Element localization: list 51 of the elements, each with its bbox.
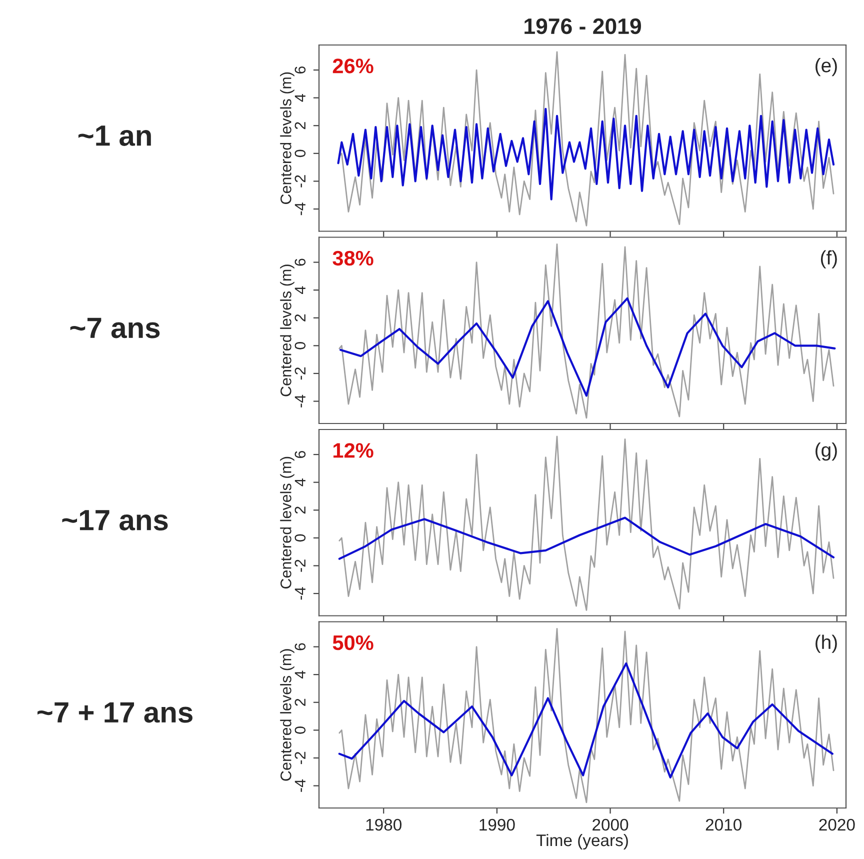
y-tick-label: 6 bbox=[294, 450, 306, 458]
line-series bbox=[337, 108, 835, 200]
annotation: (h) bbox=[816, 634, 837, 653]
y-tick-label: 4 bbox=[294, 670, 306, 678]
annotation: (e) bbox=[816, 58, 837, 76]
y-tick-label: 2 bbox=[294, 314, 306, 322]
chart-title: 1976 - 2019 bbox=[524, 18, 641, 34]
x-tick-label: 2000 bbox=[592, 818, 628, 831]
x-tick-label: 1980 bbox=[366, 818, 402, 831]
annotation: 38% bbox=[332, 250, 374, 266]
annotation: (f) bbox=[820, 250, 837, 268]
y-tick-label: -2 bbox=[294, 175, 306, 188]
y-tick-label: 6 bbox=[294, 643, 306, 650]
x-tick-label: 2010 bbox=[706, 818, 742, 831]
y-axis-title: Centered levels (m) bbox=[280, 72, 294, 204]
y-tick-label: 4 bbox=[294, 286, 306, 294]
annotation: 50% bbox=[332, 635, 374, 650]
y-tick-label: 2 bbox=[294, 506, 306, 514]
y-tick-label: 2 bbox=[294, 698, 306, 706]
line-series bbox=[338, 662, 834, 778]
y-tick-label: -4 bbox=[294, 394, 306, 408]
y-tick-label: 2 bbox=[294, 122, 306, 130]
x-tick-label: 2020 bbox=[819, 818, 855, 831]
y-tick-label: 4 bbox=[294, 94, 306, 102]
y-tick-label: 6 bbox=[294, 66, 306, 74]
annotation: 12% bbox=[333, 443, 374, 458]
x-axis-title: Time (years) bbox=[536, 834, 628, 850]
annotation: (g) bbox=[816, 442, 837, 461]
text: ~7 ans bbox=[70, 318, 160, 338]
line-series bbox=[339, 297, 836, 397]
y-axis-title: Centered levels (m) bbox=[280, 456, 294, 588]
y-tick-label: 0 bbox=[294, 534, 306, 542]
y-tick-label: -2 bbox=[294, 560, 306, 572]
y-tick-label: 4 bbox=[294, 478, 306, 486]
y-axis-title: Centered levels (m) bbox=[280, 649, 294, 781]
y-tick-label: 0 bbox=[294, 150, 306, 158]
y-tick-label: -4 bbox=[294, 779, 306, 792]
y-tick-label: -4 bbox=[294, 587, 306, 600]
y-tick-label: -2 bbox=[294, 367, 306, 380]
y-tick-label: 6 bbox=[294, 258, 306, 266]
y-tick-label: -4 bbox=[294, 202, 306, 216]
text: ~17 ans bbox=[62, 510, 168, 530]
annotation: 26% bbox=[332, 58, 374, 74]
y-tick-label: -2 bbox=[294, 752, 306, 764]
y-tick-label: 0 bbox=[294, 342, 306, 350]
text: ~1 an bbox=[78, 126, 151, 146]
line-series bbox=[338, 516, 835, 560]
y-tick-label: 0 bbox=[294, 726, 306, 734]
text: ~7 + 17 ans bbox=[38, 702, 192, 723]
y-axis-title: Centered levels (m) bbox=[280, 264, 294, 396]
x-tick-label: 1990 bbox=[480, 818, 515, 831]
